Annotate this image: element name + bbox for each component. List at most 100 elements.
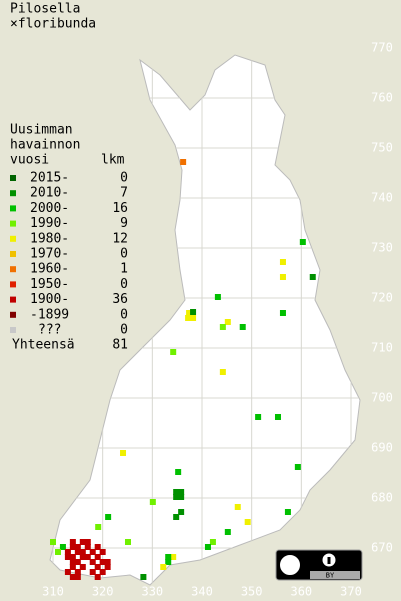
occurrence — [274, 414, 281, 420]
legend-header: havainnon — [10, 138, 80, 153]
occurrence — [50, 539, 56, 545]
occurrence — [54, 549, 61, 555]
occurrence — [99, 549, 106, 555]
y-tick-label: 700 — [371, 391, 393, 405]
occurrence — [165, 554, 172, 560]
occurrence — [79, 549, 86, 555]
y-tick-label: 720 — [371, 291, 393, 305]
legend-count: 0 — [120, 171, 128, 186]
occurrence — [190, 315, 197, 321]
occurrence — [94, 574, 101, 580]
title: ×floribunda — [10, 17, 96, 32]
legend-label: 1990- — [30, 216, 69, 231]
occurrence — [69, 564, 76, 570]
occurrence — [294, 464, 301, 470]
occurrence — [79, 539, 86, 545]
legend: Pilosella ×floribunda Uusimman havainnon… — [10, 2, 128, 353]
occurrence — [74, 549, 81, 555]
legend-count: 9 — [120, 216, 128, 231]
y-tick-label: 670 — [371, 541, 393, 555]
legend-swatch — [10, 296, 16, 303]
legend-label: 1950- — [30, 277, 69, 292]
y-tick-label: 710 — [371, 341, 393, 355]
occurrence — [180, 159, 187, 165]
occurrence — [299, 239, 306, 245]
occurrence — [255, 414, 262, 420]
total-label: Yhteensä — [12, 338, 75, 353]
occurrence — [190, 309, 197, 315]
y-tick-label: 740 — [371, 191, 393, 205]
legend-swatch — [10, 175, 16, 181]
occurrence — [69, 574, 76, 580]
legend-label: 1900- — [30, 292, 69, 307]
occurrence — [64, 549, 71, 555]
occurrence — [234, 504, 241, 510]
y-tick-label: 770 — [371, 41, 393, 55]
legend-swatch — [10, 205, 16, 212]
legend-count: 0 — [120, 323, 128, 338]
legend-swatch — [10, 311, 16, 318]
occurrence — [149, 499, 156, 505]
occurrence — [84, 544, 91, 550]
legend-count: 0 — [120, 247, 128, 262]
occurrence — [89, 559, 96, 565]
occurrence — [160, 564, 167, 570]
occurrence — [99, 569, 106, 575]
occurrence — [69, 539, 76, 545]
legend-count: 0 — [120, 307, 128, 322]
occurrence — [105, 514, 112, 520]
occurrence — [74, 544, 81, 550]
legend-swatch — [10, 266, 16, 273]
y-tick-label: 680 — [371, 491, 393, 505]
legend-label: 1960- — [30, 262, 69, 277]
legend-label: -1899 — [30, 307, 69, 322]
badge-strip — [310, 571, 360, 579]
y-tick-label: 690 — [371, 441, 393, 455]
legend-label: 1980- — [30, 231, 69, 246]
occurrence — [279, 310, 286, 316]
occurrence — [173, 514, 180, 520]
occurrence — [165, 559, 172, 565]
occurrence — [170, 554, 177, 560]
x-tick-label: 340 — [191, 585, 213, 599]
occurrence — [84, 554, 91, 560]
occurrence — [279, 259, 286, 265]
legend-label: 2000- — [30, 201, 69, 216]
occurrence — [186, 310, 193, 316]
occurrence — [64, 569, 71, 575]
occurrence — [178, 509, 185, 515]
occurrence — [84, 539, 91, 545]
occurrence — [224, 529, 231, 535]
occurrence — [104, 559, 111, 565]
occurrence — [239, 324, 246, 330]
x-tick-label: 320 — [92, 585, 114, 599]
occurrence — [99, 559, 106, 565]
legend-swatch — [10, 327, 16, 333]
occurrence — [94, 554, 101, 560]
legend-header: Uusimman — [10, 123, 73, 138]
license-label: BY — [326, 572, 335, 580]
legend-swatch — [10, 220, 16, 227]
legend-count: 16 — [112, 201, 128, 216]
title: Pilosella — [10, 2, 80, 17]
occurrence — [74, 574, 81, 580]
occurrence — [173, 489, 180, 495]
legend-count: 12 — [112, 231, 128, 246]
total-count: 81 — [112, 338, 128, 353]
legend-label: ??? — [38, 323, 61, 338]
legend-count: 36 — [112, 292, 128, 307]
legend-swatch — [10, 281, 16, 288]
legend-swatch — [10, 190, 16, 197]
occurrence — [124, 539, 131, 545]
occurrence — [178, 494, 185, 500]
occurrence — [140, 574, 147, 580]
legend-count: 0 — [120, 277, 128, 292]
occurrence — [173, 494, 180, 500]
occurrence — [284, 509, 291, 515]
occurrence — [104, 564, 111, 570]
occurrence — [64, 554, 71, 560]
occurrence — [95, 524, 102, 530]
occurrence — [94, 564, 101, 570]
legend-count: 7 — [120, 186, 128, 201]
